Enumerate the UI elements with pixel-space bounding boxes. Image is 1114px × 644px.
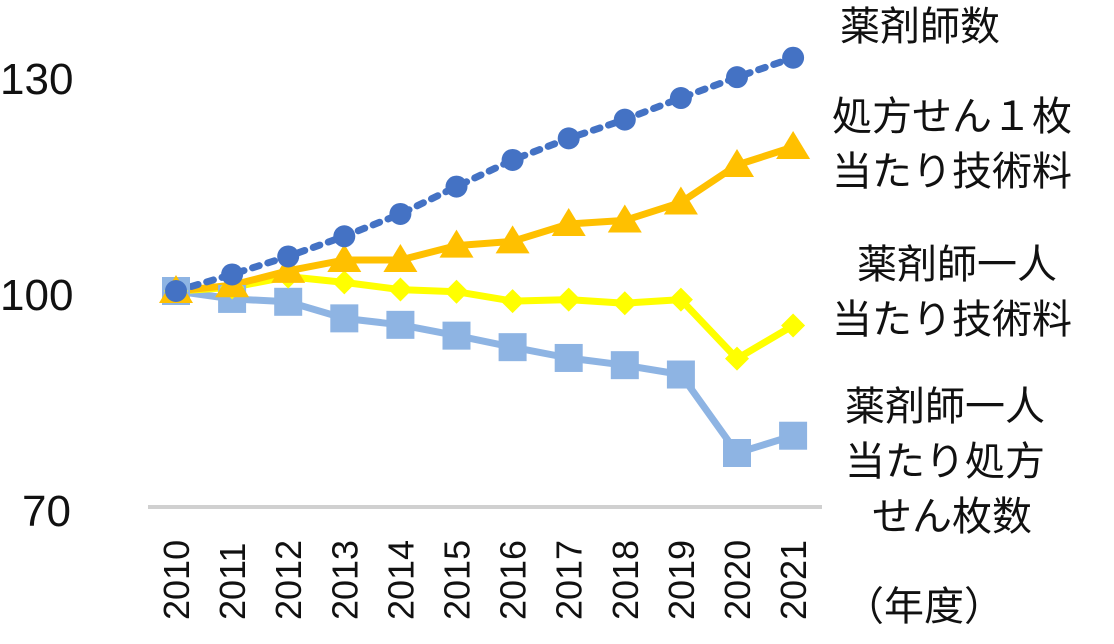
legend-label-rx-per-pharmacist-line1: 薬剤師一人 (845, 384, 1045, 430)
legend-label-rx-per-pharmacist-line2: 当たり処方 (845, 439, 1045, 485)
data-point-fee-per-pharmacist-2016 (500, 289, 525, 314)
data-point-fee-per-rx-2014 (383, 244, 418, 273)
series-markers (159, 46, 811, 467)
data-point-fee-per-pharmacist-2021 (781, 313, 806, 338)
series-line-pharmacists (172, 54, 797, 295)
data-point-pharmacists-2020 (726, 66, 748, 89)
data-point-pharmacists-2010 (165, 280, 187, 302)
legend-label-fee-per-rx-line2: 当たり技術料 (832, 149, 1072, 195)
data-point-fee-per-rx-2020 (720, 149, 754, 177)
data-point-fee-per-pharmacist-2013 (332, 270, 357, 295)
x-tick-label-2014: 2014 (380, 540, 421, 620)
data-point-fee-per-pharmacist-2015 (444, 279, 469, 304)
x-tick-label-2018: 2018 (605, 540, 646, 620)
legend-label-pharmacists: 薬剤師数 (840, 4, 1000, 50)
data-point-pharmacists-2015 (445, 175, 468, 198)
x-tick-labels: 2010 2011 2012 2013 2014 2015 2016 2017 2018 2019… (156, 540, 814, 620)
data-point-pharmacists-2018 (613, 108, 636, 131)
data-point-rx-per-pharmacist-2012 (274, 287, 303, 316)
markers-rx-per-pharmacist (162, 277, 808, 467)
data-point-fee-per-pharmacist-2020 (725, 346, 749, 371)
series-lines (172, 54, 797, 457)
data-point-fee-per-rx-2018 (607, 204, 642, 233)
data-point-pharmacists-2019 (669, 87, 692, 110)
data-point-fee-per-rx-2013 (327, 244, 362, 273)
data-point-rx-per-pharmacist-2014 (386, 310, 415, 339)
x-tick-label-2010: 2010 (156, 540, 197, 620)
data-point-pharmacists-2016 (501, 148, 524, 171)
data-point-fee-per-pharmacist-2014 (388, 277, 413, 302)
data-point-rx-per-pharmacist-2015 (442, 321, 471, 350)
x-tick-label-2020: 2020 (717, 540, 758, 620)
data-point-pharmacists-2012 (277, 245, 300, 268)
x-tick-label-2011: 2011 (212, 543, 253, 620)
data-point-fee-per-rx-2017 (551, 208, 586, 237)
data-point-rx-per-pharmacist-2017 (554, 343, 583, 372)
data-point-pharmacists-2013 (333, 225, 356, 248)
series-line-fee-per-pharmacist (175, 273, 795, 363)
data-point-rx-per-pharmacist-2021 (779, 421, 808, 450)
y-tick-label-130: 130 (0, 55, 73, 104)
data-point-fee-per-pharmacist-2019 (668, 287, 693, 312)
legend-label-fee-per-pharmacist-line1: 薬剤師一人 (857, 242, 1057, 288)
legend-label-rx-per-pharmacist-line3: せん枚数 (872, 494, 1032, 540)
legend-label-fee-per-rx-line1: 処方せん１枚 (832, 94, 1072, 140)
data-point-fee-per-pharmacist-2017 (556, 287, 581, 312)
y-tick-label-70: 70 (22, 487, 71, 536)
legend-label-fee-per-pharmacist-line2: 当たり技術料 (832, 297, 1072, 343)
data-point-rx-per-pharmacist-2016 (498, 333, 527, 362)
x-tick-label-2016: 2016 (493, 540, 534, 620)
x-tick-label-2013: 2013 (324, 540, 365, 620)
data-point-pharmacists-2021 (782, 46, 805, 69)
data-point-pharmacists-2017 (557, 127, 580, 150)
data-point-rx-per-pharmacist-2013 (330, 304, 359, 333)
x-axis-unit-label: （年度） (844, 584, 1004, 630)
y-tick-label-100: 100 (0, 271, 73, 320)
data-point-rx-per-pharmacist-2018 (610, 351, 639, 380)
data-point-pharmacists-2014 (389, 202, 412, 225)
data-point-rx-per-pharmacist-2020 (723, 439, 751, 467)
data-point-fee-per-pharmacist-2018 (612, 291, 637, 316)
x-tick-label-2015: 2015 (437, 540, 478, 620)
data-point-fee-per-rx-2021 (776, 131, 811, 159)
x-tick-label-2017: 2017 (549, 540, 590, 620)
x-tick-label-2012: 2012 (268, 540, 309, 620)
data-point-fee-per-rx-2019 (663, 186, 698, 215)
x-tick-label-2019: 2019 (661, 540, 702, 620)
data-point-fee-per-rx-2016 (495, 225, 530, 254)
x-tick-label-2021: 2021 (773, 540, 814, 620)
data-point-fee-per-rx-2012 (271, 254, 306, 283)
series-line-fee-per-rx (175, 143, 795, 295)
data-point-rx-per-pharmacist-2019 (666, 360, 695, 389)
markers-pharmacists (165, 46, 805, 302)
data-point-fee-per-rx-2015 (439, 229, 474, 258)
data-point-pharmacists-2011 (221, 263, 244, 286)
